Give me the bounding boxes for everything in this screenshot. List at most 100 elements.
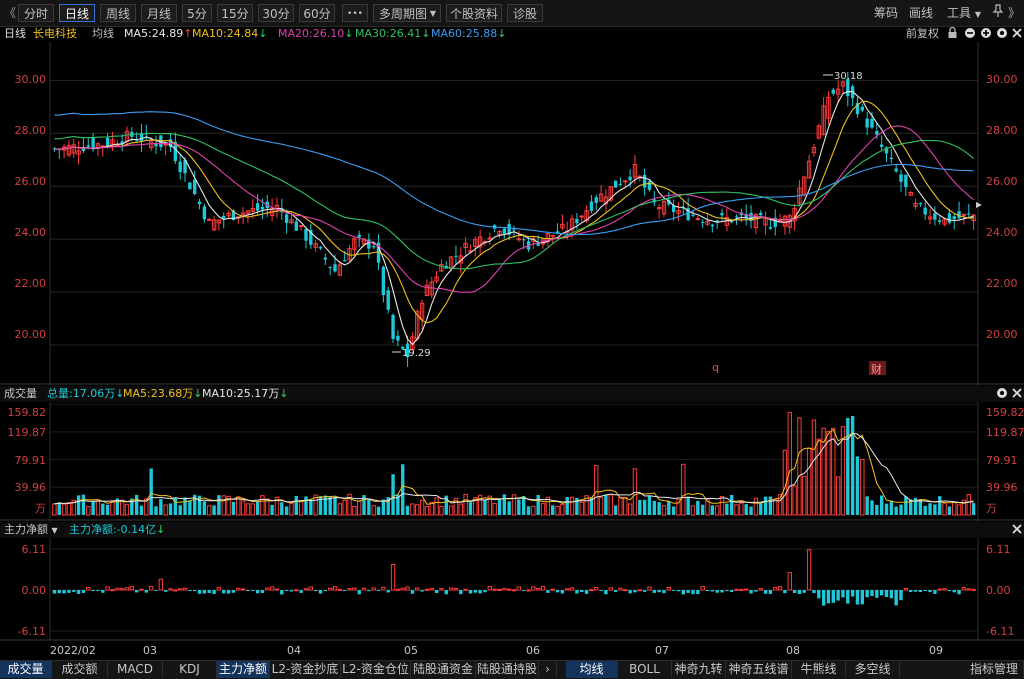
candle-body [609, 186, 612, 199]
tab-l2-bottom[interactable]: L2-资金抄底 [270, 661, 341, 678]
tab-daily[interactable]: 日线 [59, 4, 95, 22]
ma-line [54, 133, 973, 269]
adjust-mode[interactable]: 前复权 [906, 26, 939, 42]
tab-ma[interactable]: 均线 [566, 661, 618, 678]
volume-bar [706, 499, 709, 515]
candle [890, 149, 893, 163]
pin-icon[interactable] [992, 4, 1004, 22]
tab-main-flow[interactable]: 主力净额 [217, 661, 270, 678]
close-icon[interactable] [1011, 26, 1023, 44]
candle [657, 204, 660, 218]
tab-long-short[interactable]: 多空线 [846, 661, 900, 678]
candle-body [140, 133, 143, 142]
candle-body [561, 224, 564, 227]
volume-tick: 159.82 [8, 406, 47, 419]
more-periods-button[interactable]: ••• [342, 4, 368, 22]
diagnose-button[interactable]: 诊股 [507, 4, 543, 22]
candle-body [749, 213, 752, 221]
volume-bar [96, 500, 99, 515]
tab-5min[interactable]: 5分 [182, 4, 212, 22]
multi-period-dropdown[interactable]: 多周期图 ▼ [373, 4, 441, 22]
ma-line [54, 126, 973, 292]
volume-bar [58, 502, 61, 515]
tab-weekly[interactable]: 周线 [100, 4, 136, 22]
tab-five-lines[interactable]: 神奇五线谱 [726, 661, 792, 678]
tab-turnover[interactable]: 成交额 [52, 661, 108, 678]
candle-body [798, 188, 801, 203]
flow-bar [193, 590, 196, 591]
flow-bar [169, 589, 172, 590]
candle [566, 222, 569, 240]
flow-bar [130, 587, 133, 590]
collapse-left-icon[interactable]: 《 [4, 4, 16, 22]
minus-icon[interactable] [964, 26, 976, 44]
flow-bar [696, 590, 699, 594]
volume-bar [154, 506, 157, 515]
tab-volume[interactable]: 成交量 [0, 661, 52, 678]
flow-bar [299, 590, 302, 593]
volume-bar [280, 502, 283, 515]
candle [914, 199, 917, 210]
flow-bar [899, 590, 902, 600]
tab-15min[interactable]: 15分 [217, 4, 253, 22]
tab-60min[interactable]: 60分 [299, 4, 335, 22]
candle [164, 143, 167, 155]
tab-hk-holding[interactable]: 陆股通持股 [476, 661, 539, 678]
expand-right-icon[interactable]: 》 [1008, 4, 1020, 22]
tab-macd[interactable]: MACD [108, 661, 163, 678]
candle-body [280, 208, 283, 212]
tab-l2-position[interactable]: L2-资金仓位 [341, 661, 411, 678]
candle [116, 140, 119, 147]
price-tick: 24.00 [15, 226, 47, 239]
candle [822, 97, 825, 135]
tab-bull-bear[interactable]: 牛熊线 [792, 661, 846, 678]
candle [377, 234, 380, 270]
candle-body [116, 145, 119, 146]
volume-unit: 万 [35, 502, 46, 515]
tab-30min[interactable]: 30分 [258, 4, 294, 22]
settings-icon[interactable] [996, 26, 1008, 44]
volume-close-icon[interactable] [1011, 386, 1023, 404]
candle-body [183, 160, 186, 173]
ma-label[interactable]: 均线 [92, 26, 114, 42]
volume-unit: 万 [986, 502, 997, 515]
candle-body [894, 169, 897, 172]
volume-bar [164, 505, 167, 515]
candle-body [416, 312, 419, 339]
flow-bar [803, 590, 806, 593]
indicator-manage-button[interactable]: 指标管理 [965, 661, 1024, 678]
flow-bar [953, 590, 956, 592]
lock-icon[interactable] [947, 26, 958, 44]
volume-bar [135, 495, 138, 515]
draw-line-button[interactable]: 画线 [909, 4, 933, 22]
flow-close-icon[interactable] [1011, 522, 1023, 540]
tab-hk-flow[interactable]: 陆股通资金 [411, 661, 476, 678]
candle [648, 179, 651, 192]
candle-body [188, 183, 191, 190]
candle [295, 218, 298, 231]
candle-body [503, 229, 506, 234]
tab-boll[interactable]: BOLL [618, 661, 672, 678]
tab-intraday[interactable]: 分时 [18, 4, 54, 22]
tab-nine-turn[interactable]: 神奇九转 [672, 661, 726, 678]
flow-bar [106, 587, 109, 590]
ma-legend: 日线 长电科技 均线 MA5:24.89↑ MA10:24.84↓ MA20:2… [0, 26, 1024, 42]
chips-button[interactable]: 筹码 [874, 4, 898, 22]
volume-settings-icon[interactable] [996, 386, 1008, 404]
candle-body [904, 175, 907, 187]
flow-bar [72, 590, 75, 592]
stock-info-button[interactable]: 个股资料 [446, 4, 502, 22]
volume-bar [469, 502, 472, 515]
flow-title[interactable]: 主力净额 ▼ [4, 522, 58, 539]
tools-menu[interactable]: 工具 ▼ [947, 4, 981, 22]
tabs-scroll-right-icon[interactable]: › [539, 661, 557, 678]
flow-bar [551, 589, 554, 590]
volume-tick: 79.91 [986, 454, 1018, 467]
tab-monthly[interactable]: 月线 [141, 4, 177, 22]
candle-body [478, 237, 481, 247]
plus-icon[interactable] [980, 26, 992, 44]
tab-kdj[interactable]: KDJ [163, 661, 217, 678]
candle-body [730, 220, 733, 223]
volume-title[interactable]: 成交量 [4, 386, 37, 402]
